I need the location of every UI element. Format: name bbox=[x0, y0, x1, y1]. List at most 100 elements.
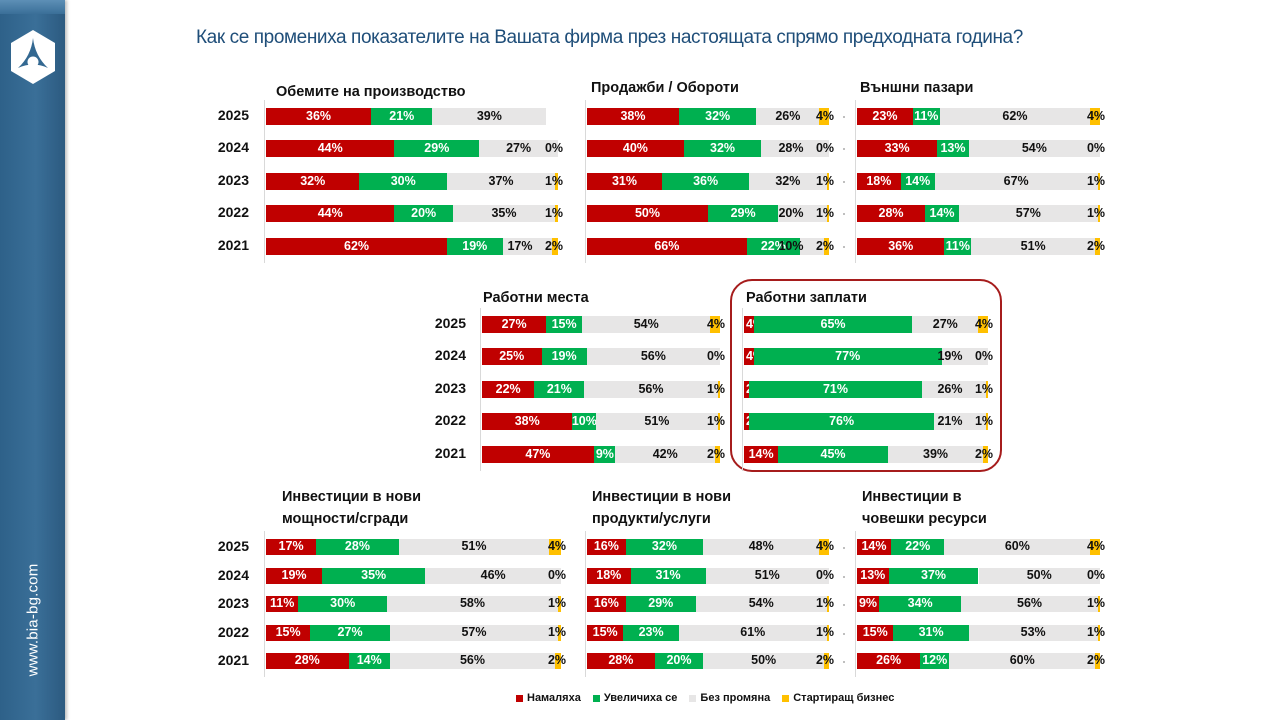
bar-segment-decreased bbox=[857, 238, 945, 255]
bar-segment-startup bbox=[555, 205, 558, 222]
data-label-decreased: 47% bbox=[525, 447, 551, 461]
bar-segment-startup bbox=[558, 596, 561, 612]
bar-segment-no-change bbox=[944, 539, 1091, 555]
chart-title: Продажби / Обороти bbox=[591, 80, 739, 96]
bar-segment-increased bbox=[708, 205, 779, 222]
chart-title: Инвестиции в нови мощности/сгради bbox=[282, 486, 421, 530]
data-label-increased: 22% bbox=[760, 239, 786, 253]
data-label-startup: 0% bbox=[547, 568, 567, 582]
bar-segment-no-change bbox=[615, 446, 716, 463]
bar-segment-decreased bbox=[266, 205, 395, 222]
bar-segment-decreased bbox=[266, 173, 360, 190]
bar-segment-increased bbox=[925, 205, 960, 222]
bar-segment-startup bbox=[1095, 653, 1100, 669]
bar-segment-increased bbox=[937, 140, 969, 157]
data-label-no-change: 56% bbox=[1017, 596, 1043, 610]
data-label-no-change: 39% bbox=[923, 447, 949, 461]
bar-segment-no-change bbox=[447, 173, 556, 190]
data-label-decreased: 38% bbox=[514, 414, 540, 428]
bar-segment-no-change bbox=[934, 173, 1098, 190]
bar-segment-decreased bbox=[857, 140, 938, 157]
data-label-decreased: 18% bbox=[596, 568, 622, 582]
year-tick-label: 2021 bbox=[434, 445, 466, 461]
data-label-no-change: 50% bbox=[1026, 568, 1052, 582]
data-label-no-change: 21% bbox=[937, 414, 963, 428]
data-label-startup: 1% bbox=[815, 596, 835, 610]
bar-segment-increased bbox=[447, 238, 503, 255]
data-label-no-change: 56% bbox=[459, 653, 486, 667]
data-label-increased: 29% bbox=[730, 206, 756, 220]
bar-segment-decreased bbox=[266, 238, 448, 255]
data-label-decreased: 62% bbox=[344, 239, 370, 253]
bar-segment-increased bbox=[654, 653, 704, 669]
bar-segment-decreased bbox=[587, 568, 631, 584]
bar-segment-increased bbox=[900, 173, 935, 190]
data-label-startup: 4% bbox=[547, 539, 567, 553]
data-label-increased: 36% bbox=[693, 174, 719, 188]
bar-segment-startup bbox=[1095, 238, 1100, 255]
data-label-increased: 21% bbox=[546, 382, 572, 396]
bar-segment-startup bbox=[826, 173, 829, 190]
data-label-increased: 11% bbox=[945, 239, 971, 253]
bar-segment-no-change bbox=[939, 108, 1091, 125]
bar-segment-startup bbox=[558, 625, 561, 641]
category-axis-line bbox=[855, 100, 856, 263]
data-label-increased: 37% bbox=[921, 568, 947, 582]
chart-title: Инвестиции в нови продукти/услуги bbox=[592, 486, 731, 530]
bar-segment-increased bbox=[683, 140, 762, 157]
data-label-decreased: 19% bbox=[281, 568, 307, 582]
data-label-decreased: 33% bbox=[884, 141, 910, 155]
data-label-startup: 0% bbox=[974, 349, 994, 363]
data-label-decreased: 28% bbox=[294, 653, 320, 667]
bar-segment-decreased bbox=[266, 653, 349, 669]
bar-segment-increased bbox=[394, 140, 480, 157]
bar-segment-startup bbox=[824, 238, 829, 255]
data-label-startup: 2% bbox=[815, 653, 835, 667]
bar-segment-increased bbox=[359, 173, 448, 190]
bar-segment-decreased bbox=[266, 568, 323, 584]
category-axis-line bbox=[742, 308, 743, 471]
gridline-tick bbox=[843, 633, 845, 635]
data-label-startup: 1% bbox=[1086, 206, 1106, 220]
bar-segment-no-change bbox=[941, 348, 988, 365]
bar-segment-startup bbox=[826, 205, 829, 222]
bar-segment-decreased bbox=[266, 625, 311, 641]
data-label-no-change: 54% bbox=[1021, 141, 1047, 155]
data-label-increased: 76% bbox=[829, 414, 855, 428]
data-label-increased: 15% bbox=[551, 317, 577, 331]
data-label-no-change: 32% bbox=[775, 174, 801, 188]
chart-title: Инвестиции в човешки ресурси bbox=[862, 486, 987, 530]
bar-segment-startup bbox=[555, 173, 558, 190]
data-label-increased: 14% bbox=[356, 653, 382, 667]
bar-segment-no-change bbox=[705, 568, 829, 584]
data-label-startup: 1% bbox=[544, 206, 564, 220]
data-label-startup: 1% bbox=[815, 206, 835, 220]
legend-swatch-decreased bbox=[516, 694, 523, 702]
data-label-decreased: 31% bbox=[611, 174, 638, 188]
data-label-increased: 27% bbox=[337, 625, 363, 639]
data-label-startup: 4% bbox=[1086, 539, 1106, 553]
website-url: www.bia-bg.com bbox=[24, 563, 42, 677]
data-label-increased: 11% bbox=[914, 109, 939, 123]
bar-segment-increased bbox=[746, 238, 800, 255]
data-label-startup: 2% bbox=[544, 239, 564, 253]
bar-segment-no-change bbox=[949, 653, 1096, 669]
legend-item-startup: Стартиращ бизнес bbox=[782, 692, 894, 704]
bar-segment-increased bbox=[625, 539, 704, 555]
year-tick-label: 2024 bbox=[217, 567, 249, 583]
bar-segment-startup bbox=[717, 413, 720, 430]
bar-segment-decreased bbox=[744, 446, 779, 463]
year-tick-label: 2022 bbox=[217, 204, 249, 220]
bar-segment-decreased bbox=[587, 108, 679, 125]
bar-segment-increased bbox=[912, 108, 940, 125]
page-title: Как се промениха показателите на Вашата … bbox=[196, 27, 1023, 48]
gridline-tick bbox=[843, 576, 845, 578]
bar-segment-no-change bbox=[389, 653, 556, 669]
data-label-no-change: 56% bbox=[638, 382, 664, 396]
bar-segment-no-change bbox=[971, 238, 1096, 255]
data-label-increased: 22% bbox=[905, 539, 931, 553]
year-tick-label: 2021 bbox=[217, 237, 249, 253]
bar-segment-startup bbox=[978, 316, 988, 333]
data-label-startup: 0% bbox=[815, 141, 835, 155]
category-axis-line bbox=[585, 100, 586, 263]
